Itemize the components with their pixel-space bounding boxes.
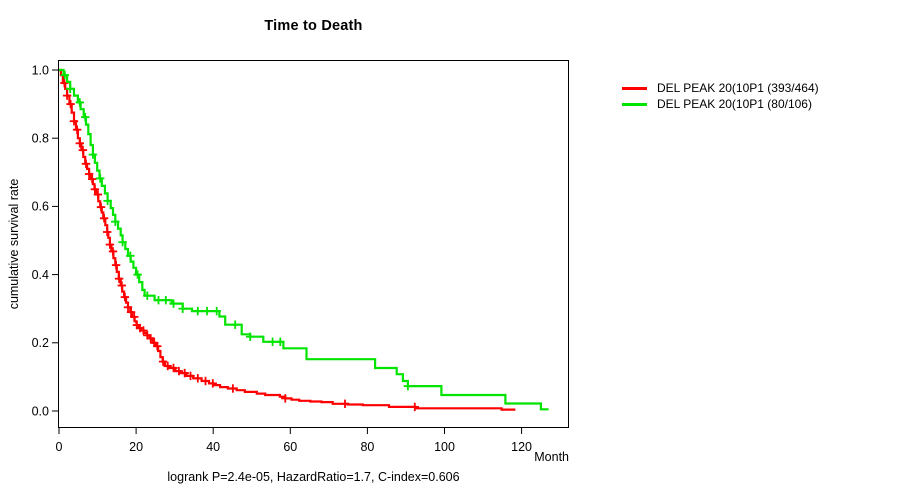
y-axis-tick-label: 0.8 [32,132,49,146]
y-axis-tick-label: 0.0 [32,404,49,418]
censor-marks-0 [60,78,419,412]
plot-box [58,60,569,428]
x-axis-tick-label: 40 [206,440,220,454]
censor-marks-1 [60,70,413,391]
x-axis-tick-label: 80 [360,440,374,454]
y-axis-tick-label: 1.0 [32,63,49,77]
legend: DEL PEAK 20(10P1 (393/464) DEL PEAK 20(1… [622,80,819,112]
x-axis-tick-label: 120 [511,440,532,454]
chart-title: Time to Death [264,18,363,34]
x-axis-ticks: 0 20 40 60 80 100 120 [56,427,532,454]
x-axis-tick-label: 0 [56,440,63,454]
y-axis-tick-label: 0.6 [32,200,49,214]
y-axis-tick-label: 0.4 [32,268,49,282]
x-axis-tick-label: 60 [283,440,297,454]
legend-label-green: DEL PEAK 20(10P1 (80/106) [657,97,812,111]
x-axis-tick-label: 20 [129,440,143,454]
stats-annotation: logrank P=2.4e-05, HazardRatio=1.7, C-in… [167,470,460,484]
legend-item-green: DEL PEAK 20(10P1 (80/106) [622,96,819,112]
y-axis-ticks: 0.0 0.2 0.4 0.6 0.8 1.0 [32,63,59,418]
legend-label-red: DEL PEAK 20(10P1 (393/464) [657,81,819,95]
x-axis-label: Month [534,450,569,464]
survival-curve-0 [59,68,516,411]
x-axis-tick-label: 100 [434,440,455,454]
y-axis-tick-label: 0.2 [32,336,49,350]
legend-line-swatch-red [622,86,647,90]
legend-line-swatch-green [622,102,647,106]
survival-curve-1 [59,68,549,411]
legend-item-red: DEL PEAK 20(10P1 (393/464) [622,80,819,96]
